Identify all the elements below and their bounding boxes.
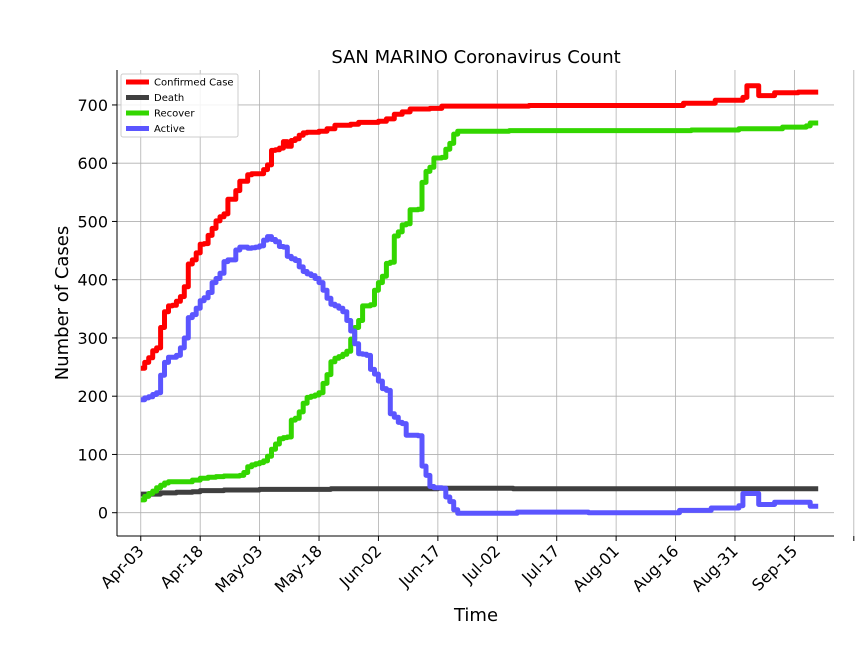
x-tick-label: Jul-17 [517, 541, 563, 587]
y-tick-label: 0 [98, 504, 108, 523]
x-ticks: Apr-03 Apr-18 May-03 May-18 Jun-02 Jun-17 Jul-… [97, 536, 855, 597]
grid [117, 70, 855, 536]
y-tick-label: 300 [77, 329, 108, 348]
y-tick-label: 200 [77, 387, 108, 406]
legend-label: Death [154, 93, 184, 104]
y-ticks: 0 100 200 300 400 500 600 700 [77, 96, 117, 523]
axes [116, 70, 834, 537]
y-tick-label: 700 [77, 96, 108, 115]
chart-title: SAN MARINO Coronavirus Count [331, 47, 620, 68]
x-tick-label: May-03 [211, 541, 266, 596]
series-line-active [140, 234, 819, 516]
y-tick-label: 600 [77, 154, 108, 173]
series-line-death [140, 485, 819, 497]
legend-label: Active [154, 124, 185, 135]
y-tick-label: 100 [77, 445, 108, 464]
y-axis-label: Number of Cases [52, 226, 73, 381]
legend-box [120, 73, 239, 138]
x-tick-label: May-18 [271, 541, 326, 596]
x-tick-label: Apr-03 [97, 541, 148, 592]
x-tick-label: Aug-16 [628, 541, 682, 595]
legend: Confirmed Case Death Recover Active [120, 73, 239, 138]
y-tick-label: 500 [77, 212, 108, 231]
x-tick-label: Jun-17 [394, 541, 444, 591]
series-line-recover [140, 120, 819, 503]
legend-label: Confirmed Case [154, 78, 234, 89]
x-axis-label: Time [453, 605, 498, 626]
series-lines [140, 83, 819, 516]
x-tick-label: Sep-15 [748, 541, 801, 594]
series-line-confirmed-case [140, 83, 819, 371]
x-tick-label: Jun-02 [335, 541, 385, 591]
y-tick-label: 400 [77, 271, 108, 290]
x-tick-label: Jul-02 [458, 541, 504, 587]
x-tick-label: Aug-01 [569, 541, 623, 595]
legend-label: Recover [154, 109, 195, 120]
x-tick-label: Aug-31 [688, 541, 742, 595]
x-tick-label: Apr-18 [156, 541, 207, 592]
